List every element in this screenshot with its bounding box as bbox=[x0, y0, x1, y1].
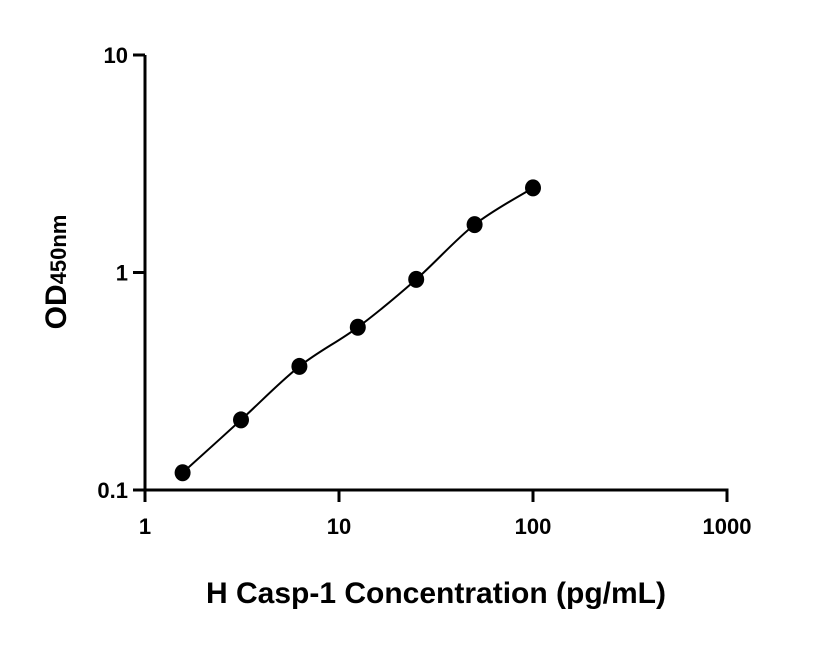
x-tick-label: 100 bbox=[515, 514, 552, 539]
data-point bbox=[291, 357, 308, 375]
data-point bbox=[349, 318, 366, 336]
x-axis-label: H Casp-1 Concentration (pg/mL) bbox=[206, 577, 666, 610]
data-point bbox=[408, 270, 425, 288]
x-tick-label: 1 bbox=[139, 514, 151, 539]
axes bbox=[143, 55, 729, 492]
x-tick-label: 1000 bbox=[703, 514, 752, 539]
data-points bbox=[174, 179, 541, 482]
y-axis-label-sub: 450nm bbox=[46, 215, 71, 285]
y-axis-label-main: OD bbox=[40, 284, 73, 329]
y-tick-label: 0.1 bbox=[97, 478, 128, 503]
data-point bbox=[233, 411, 250, 429]
x-tick-label: 10 bbox=[327, 514, 351, 539]
y-tick-label: 1 bbox=[116, 261, 128, 286]
y-tick-label: 10 bbox=[104, 43, 128, 68]
data-point bbox=[466, 216, 483, 234]
data-point bbox=[174, 464, 191, 482]
data-point bbox=[525, 179, 541, 197]
y-axis-label: OD450nm bbox=[40, 215, 73, 330]
ticks: 1 10 100 1000 0.1 1 10 bbox=[97, 43, 751, 539]
